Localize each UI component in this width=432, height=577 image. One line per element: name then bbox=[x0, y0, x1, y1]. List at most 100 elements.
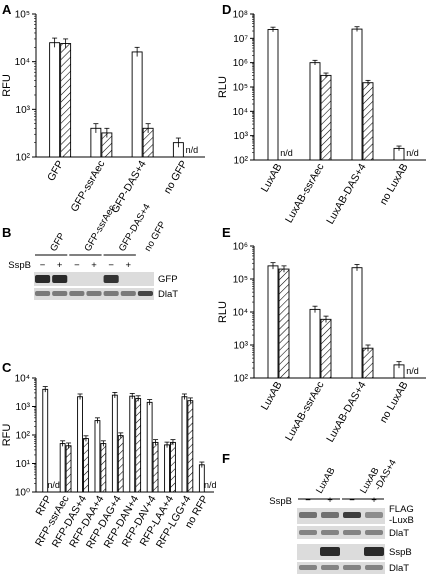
y-tick-label: 10⁰ bbox=[15, 488, 30, 499]
y-axis-title: RLU bbox=[217, 301, 229, 323]
band-dlat bbox=[35, 291, 51, 296]
bar bbox=[320, 74, 332, 161]
bar bbox=[267, 29, 279, 161]
band-dlat bbox=[321, 565, 339, 570]
bar bbox=[170, 441, 176, 493]
bar bbox=[42, 388, 49, 493]
y-tick-label: 10⁴ bbox=[233, 308, 248, 319]
y-axis-title: RFU bbox=[1, 74, 13, 97]
chart-panel-e: 10² 10³ 10⁴ 10⁵ 10⁶ RLU LuxABLuxAB-ssrAecLuxAB… bbox=[217, 242, 426, 444]
band-gfp bbox=[103, 275, 119, 283]
lane-sign: − bbox=[349, 495, 355, 506]
bar bbox=[278, 268, 290, 379]
band-dlat bbox=[321, 530, 339, 535]
band-luxb bbox=[299, 512, 317, 518]
blot-strip-gfp bbox=[34, 272, 154, 286]
band-dlat bbox=[299, 565, 317, 570]
lane-sign: + bbox=[126, 260, 132, 271]
y-tick-label: 10¹ bbox=[16, 459, 31, 470]
category-label: no LuxAB bbox=[377, 162, 410, 207]
panel-label-b: B bbox=[2, 225, 11, 240]
lane-sign: − bbox=[108, 260, 114, 271]
category-label: no GFP bbox=[161, 159, 189, 196]
blot-group-label: LuxAB-DAS+4 bbox=[358, 452, 399, 501]
bar bbox=[362, 82, 374, 161]
western-blot-f: LuxAB LuxAB-DAS+4 SspB − + − + FLAG-LuxB DlaT Ssp… bbox=[269, 452, 414, 574]
category-label: LuxAB-DAS+4 bbox=[324, 379, 368, 444]
bar bbox=[117, 435, 124, 493]
sspb-label: SspB bbox=[8, 260, 31, 271]
row-label-flag: FLAG bbox=[389, 504, 414, 515]
band-sspb bbox=[320, 547, 340, 556]
bar bbox=[146, 401, 153, 493]
not-detected-label: n/d bbox=[280, 148, 293, 158]
bar bbox=[181, 396, 188, 493]
y-tick-label: 10⁵ bbox=[233, 275, 248, 286]
lane-sign: + bbox=[57, 260, 63, 271]
y-tick-label: 10⁵ bbox=[15, 10, 30, 21]
category-label: LuxAB bbox=[259, 162, 285, 195]
bar bbox=[111, 394, 118, 493]
bar bbox=[100, 443, 107, 493]
y-tick-label: 10⁴ bbox=[233, 107, 248, 118]
bar bbox=[309, 62, 321, 161]
bar bbox=[135, 398, 142, 493]
row-label-luxb: -LuxB bbox=[389, 515, 414, 526]
lane-sign: + bbox=[327, 495, 333, 506]
not-detected-label: n/d bbox=[204, 480, 217, 490]
row-label-dlat: DlaT bbox=[158, 289, 178, 300]
category-label: GFP-ssrAec bbox=[68, 159, 107, 215]
y-tick-label: 10⁴ bbox=[15, 374, 30, 385]
y-tick-label: 10³ bbox=[16, 402, 31, 413]
y-tick-label: 10⁴ bbox=[15, 57, 30, 68]
bar bbox=[83, 438, 89, 493]
bar bbox=[49, 42, 61, 158]
band-dlat bbox=[120, 291, 136, 296]
blot-strip bbox=[297, 544, 385, 560]
bar bbox=[59, 443, 66, 493]
category-label: LuxAB-DAS+4 bbox=[324, 161, 368, 226]
panel-label-d: D bbox=[222, 2, 231, 17]
category-label: GFP bbox=[45, 159, 66, 184]
band-sspb bbox=[364, 547, 384, 556]
not-detected-label: n/d bbox=[186, 145, 199, 155]
band-luxb bbox=[365, 512, 383, 518]
bar bbox=[60, 43, 72, 158]
band-dlat bbox=[343, 565, 361, 570]
group-line-1: LuxAB bbox=[314, 466, 338, 496]
y-tick-label: 10⁵ bbox=[233, 83, 248, 94]
row-label-dlat: DlaT bbox=[389, 528, 409, 539]
bar bbox=[267, 265, 279, 379]
y-tick-label: 10⁶ bbox=[233, 58, 248, 69]
blot-strip bbox=[297, 562, 385, 574]
band-dlat bbox=[86, 291, 102, 296]
bar bbox=[351, 28, 363, 161]
panel-label-c: C bbox=[2, 360, 12, 375]
bar bbox=[351, 267, 363, 379]
row-label-sspb: SspB bbox=[389, 547, 412, 558]
y-tick-label: 10² bbox=[16, 153, 31, 164]
y-tick-label: 10⁷ bbox=[233, 34, 248, 45]
panel-label-e: E bbox=[222, 225, 231, 240]
row-label-gfp: GFP bbox=[158, 274, 178, 285]
not-detected-label: n/d bbox=[406, 366, 419, 376]
category-label: LuxAB-ssrAec bbox=[283, 162, 327, 226]
band-dlat bbox=[343, 530, 361, 535]
panel-label-a: A bbox=[2, 2, 12, 17]
bar bbox=[94, 420, 101, 493]
y-tick-label: 10³ bbox=[16, 105, 31, 116]
band-gfp bbox=[35, 275, 51, 283]
y-tick-label: 10² bbox=[16, 431, 31, 442]
y-tick-label: 10³ bbox=[234, 131, 249, 142]
bar bbox=[65, 445, 72, 493]
bar bbox=[320, 318, 332, 379]
band-dlat bbox=[52, 291, 68, 296]
category-label: no LuxAB bbox=[377, 380, 410, 425]
blot-strip bbox=[297, 526, 385, 539]
blot-group-label: no GFP bbox=[143, 220, 169, 254]
chart-panel-c: 10⁰10¹10²10³10⁴RFUn/dRFPRFP-ssrAecRFP-DA… bbox=[1, 374, 217, 551]
y-tick-label: 10⁸ bbox=[233, 10, 248, 21]
